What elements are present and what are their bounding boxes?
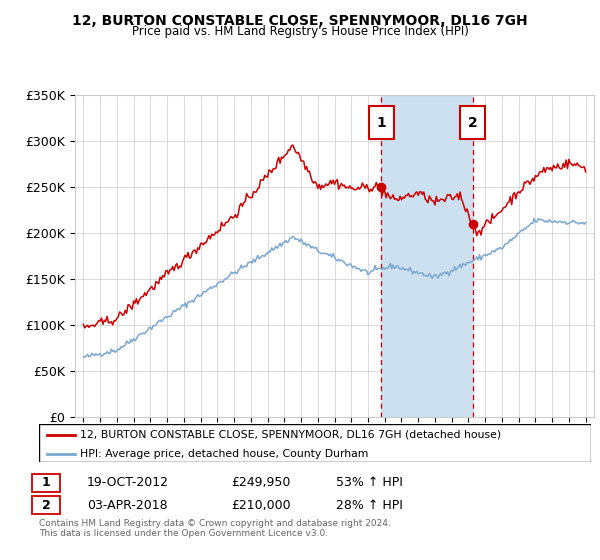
Text: HPI: Average price, detached house, County Durham: HPI: Average price, detached house, Coun…	[80, 449, 369, 459]
Text: £210,000: £210,000	[231, 498, 290, 512]
Text: Price paid vs. HM Land Registry's House Price Index (HPI): Price paid vs. HM Land Registry's House …	[131, 25, 469, 38]
Text: Contains HM Land Registry data © Crown copyright and database right 2024.: Contains HM Land Registry data © Crown c…	[39, 519, 391, 528]
Text: £249,950: £249,950	[231, 476, 290, 489]
FancyBboxPatch shape	[369, 106, 394, 139]
Text: 28% ↑ HPI: 28% ↑ HPI	[336, 498, 403, 512]
Text: 12, BURTON CONSTABLE CLOSE, SPENNYMOOR, DL16 7GH: 12, BURTON CONSTABLE CLOSE, SPENNYMOOR, …	[72, 14, 528, 28]
Text: 1: 1	[377, 115, 386, 129]
Text: 19-OCT-2012: 19-OCT-2012	[87, 476, 169, 489]
Text: 03-APR-2018: 03-APR-2018	[87, 498, 167, 512]
Text: 53% ↑ HPI: 53% ↑ HPI	[336, 476, 403, 489]
Text: 2: 2	[468, 115, 478, 129]
Text: 1: 1	[42, 476, 50, 489]
Text: 2: 2	[42, 498, 50, 512]
Text: This data is licensed under the Open Government Licence v3.0.: This data is licensed under the Open Gov…	[39, 529, 328, 538]
Bar	[382, 95, 473, 417]
FancyBboxPatch shape	[460, 106, 485, 139]
Text: 12, BURTON CONSTABLE CLOSE, SPENNYMOOR, DL16 7GH (detached house): 12, BURTON CONSTABLE CLOSE, SPENNYMOOR, …	[80, 430, 502, 440]
